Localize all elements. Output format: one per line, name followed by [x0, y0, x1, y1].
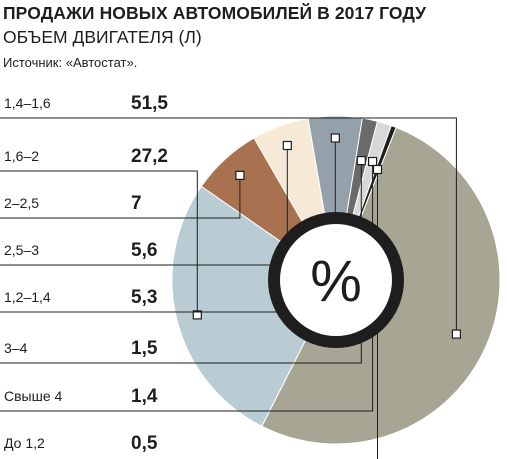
- value-label: 51,5: [131, 93, 168, 114]
- leader-line: [0, 117, 457, 335]
- center-percent-sign: %: [310, 249, 362, 314]
- leader-line: [0, 170, 198, 315]
- value-label: 0,5: [131, 433, 158, 454]
- leader-marker: [372, 164, 383, 175]
- leader-line: [0, 175, 241, 219]
- pie-slice: [171, 185, 337, 427]
- category-label: До 1,2: [4, 435, 45, 451]
- value-label: 1,4: [131, 386, 158, 407]
- leader-marker: [330, 133, 340, 143]
- category-label: 1,2–1,4: [4, 289, 51, 305]
- value-label: 5,6: [131, 240, 157, 261]
- category-label: Свыше 4: [4, 388, 63, 404]
- chart-title: ПРОДАЖИ НОВЫХ АВТОМОБИЛЕЙ В 2017 ГОДУ: [3, 3, 427, 23]
- value-label: 27,2: [131, 146, 168, 167]
- leader-marker: [368, 156, 378, 167]
- category-label: 2,5–3: [4, 242, 39, 258]
- value-label: 1,5: [131, 338, 158, 359]
- leader-marker: [282, 140, 292, 151]
- donut-ring: [268, 212, 404, 348]
- category-label: 3–4: [4, 340, 28, 356]
- leader-marker: [235, 170, 245, 180]
- leader-marker: [356, 156, 366, 166]
- leader-marker: [451, 329, 461, 339]
- value-label: 7: [131, 193, 142, 214]
- value-label: 5,3: [131, 287, 157, 308]
- category-label: 2–2,5: [4, 195, 39, 211]
- leader-marker: [192, 310, 202, 320]
- category-label: 1,6–2: [4, 148, 39, 164]
- source-note: Источник: «Автостат».: [3, 55, 138, 70]
- category-label: 1,4–1,6: [4, 95, 51, 111]
- chart-subtitle: ОБЪЕМ ДВИГАТЕЛЯ (Л): [3, 27, 202, 47]
